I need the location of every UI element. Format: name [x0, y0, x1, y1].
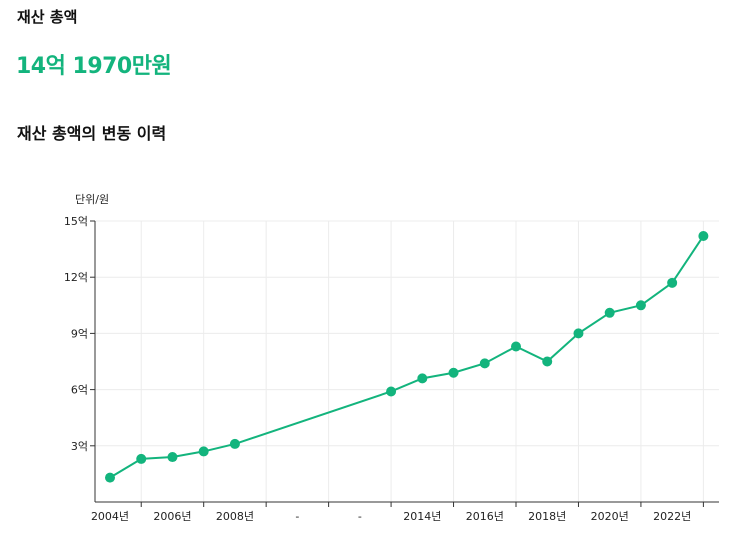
series-layer [105, 230, 709, 483]
x-tick-label: 2016년 [466, 510, 504, 523]
data-point[interactable] [479, 358, 490, 369]
data-point[interactable] [698, 230, 709, 241]
x-tick-label: 2008년 [216, 510, 254, 523]
data-point[interactable] [136, 453, 147, 464]
data-point[interactable] [573, 328, 584, 339]
data-point[interactable] [604, 307, 615, 318]
x-tick-label: 2020년 [591, 510, 629, 523]
history-title: 재산 총액의 변동 이력 [17, 124, 167, 143]
x-tick-label: 2018년 [528, 510, 566, 523]
data-point[interactable] [105, 472, 115, 483]
x-tick-label: 2004년 [91, 510, 129, 523]
y-tick-label: 6억 [71, 384, 88, 397]
x-tick-label: 2022년 [653, 510, 691, 523]
y-tick-label: 3억 [71, 440, 88, 453]
data-point[interactable] [448, 367, 459, 378]
unit-label: 단위/원 [75, 193, 109, 206]
x-tick-label: - [295, 510, 299, 523]
x-tick-label: - [358, 510, 362, 523]
grid-layer [95, 220, 719, 502]
data-point[interactable] [417, 373, 428, 384]
series-line [109, 235, 705, 479]
data-point[interactable] [542, 356, 553, 367]
total-assets-label: 재산 총액 [17, 8, 78, 26]
y-tick-label: 15억 [64, 215, 88, 228]
data-point[interactable] [229, 438, 240, 449]
data-point[interactable] [511, 341, 521, 352]
data-point[interactable] [386, 386, 397, 397]
y-tick-label: 9억 [71, 327, 88, 340]
data-point[interactable] [198, 446, 209, 457]
data-point[interactable] [167, 452, 178, 463]
total-assets-value: 14억 1970만원 [16, 54, 172, 79]
y-tick-label: 12억 [64, 271, 88, 284]
axis-layer: 3억 6억 9억 12억 15억 2004년 2006년 2008년 - - 2014년 2016년 2… [64, 215, 719, 523]
x-tick-label: 2014년 [403, 510, 441, 523]
data-point[interactable] [635, 300, 646, 311]
data-point[interactable] [667, 277, 678, 288]
x-tick-label: 2006년 [153, 510, 191, 523]
